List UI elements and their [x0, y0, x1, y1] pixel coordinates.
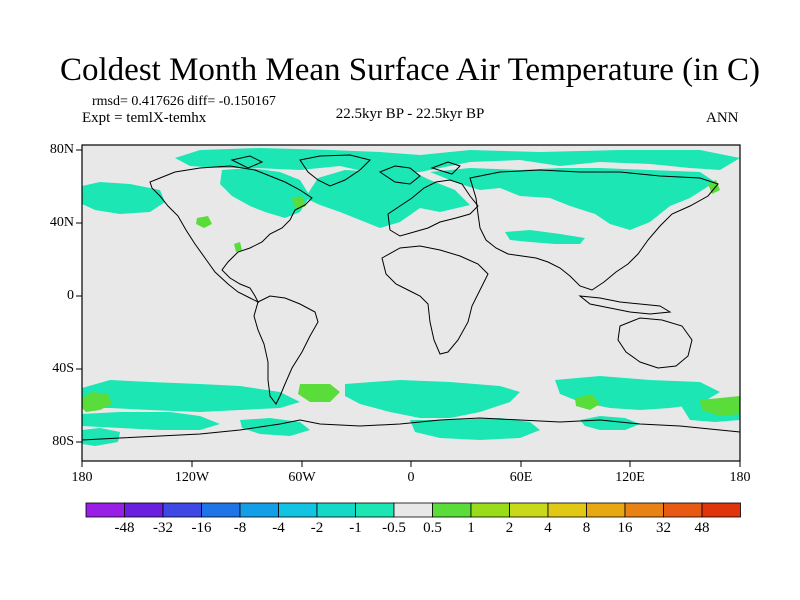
colorbar-swatch [278, 502, 318, 518]
patch-green-atlantic [234, 242, 242, 252]
patch-green-east [700, 396, 740, 416]
lat-label-40s: 40S [52, 361, 74, 376]
colorbar-swatch [239, 502, 279, 518]
colorbar-swatch [85, 502, 125, 518]
patch-west-pacific [82, 182, 165, 214]
colorbar-label: 16 [617, 520, 633, 536]
colorbar-label: -8 [233, 520, 247, 536]
patch-arctic-north [175, 148, 740, 175]
coast-indonesia [578, 295, 672, 315]
colorbar-label: -4 [272, 520, 285, 536]
colorbar-label: -2 [310, 520, 324, 536]
colorbar-label: -48 [114, 520, 135, 536]
lon-label-0: 0 [407, 470, 415, 485]
experiment-text: Expt = temlX-temhx [82, 110, 207, 126]
coast-africa [381, 245, 489, 355]
coast-antarctica [81, 417, 741, 441]
colorbar-swatch [201, 502, 241, 518]
colorbar-swatch [432, 502, 472, 518]
colorbar-swatch [663, 502, 703, 518]
patch-ocean-south-4 [410, 418, 540, 440]
colorbar [85, 502, 741, 518]
colorbar-label: -32 [153, 520, 173, 536]
patch-green-na-1 [196, 216, 212, 228]
colorbar-swatch [624, 502, 664, 518]
lon-label-60w: 60W [288, 470, 316, 485]
coast-australia [617, 317, 693, 369]
patch-north-america [220, 168, 310, 218]
map-title: Coldest Month Mean Surface Air Temperatu… [60, 52, 760, 88]
patch-green-south-america [298, 384, 340, 402]
coast-north-america [149, 165, 313, 304]
colorbar-label: -0.5 [382, 520, 406, 536]
patch-green-pacific [82, 392, 112, 412]
patch-ocean-south-2 [82, 412, 220, 430]
patch-ocean-south-3 [345, 380, 520, 418]
patch-ocean-south-1 [82, 380, 300, 412]
patch-ocean-south-8 [82, 428, 120, 446]
coast-greenland [299, 154, 371, 187]
colorbar-swatch [355, 502, 395, 518]
lon-label-180e: 180 [729, 470, 751, 485]
patch-ocean-south-9 [580, 416, 640, 430]
colorbar-swatch [701, 502, 741, 518]
colorbar-label: 4 [544, 520, 552, 536]
colorbar-swatch [470, 502, 510, 518]
colorbar-swatch [586, 502, 626, 518]
coast-asia [469, 169, 719, 291]
patch-ocean-south-7 [240, 418, 310, 436]
coast-europe [387, 179, 479, 237]
colorbar-swatch [124, 502, 164, 518]
lon-label-120w: 120W [174, 470, 210, 485]
colorbar-label: -1 [349, 520, 362, 536]
patch-east-asia [505, 230, 585, 244]
coast-south-america [253, 295, 319, 405]
colorbar-label: 32 [656, 520, 671, 536]
lon-label-60e: 60E [509, 470, 533, 485]
axis-ticks [76, 149, 741, 467]
coastlines [81, 154, 741, 441]
period-text: 22.5kyr BP - 22.5kyr BP [335, 106, 485, 122]
patch-eurasia [430, 168, 715, 230]
lat-label-0: 0 [67, 288, 74, 303]
colorbar-swatch [316, 502, 356, 518]
lon-label-120e: 120E [615, 470, 645, 485]
colorbar-label: -16 [191, 520, 212, 536]
colorbar-swatch [547, 502, 587, 518]
lat-label-80n: 80N [49, 142, 74, 157]
colorbar-swatch [393, 502, 433, 518]
colorbar-label: 48 [694, 520, 710, 536]
colorbar-label: 2 [505, 520, 514, 536]
stats-text: rmsd= 0.417626 diff= -0.150167 [92, 94, 276, 109]
season-label: ANN [706, 110, 739, 126]
colorbar-label: 0.5 [423, 520, 442, 536]
patch-atlantic-north [305, 168, 470, 228]
coast-arctic-islands [230, 155, 461, 185]
colorbar-swatch [509, 502, 549, 518]
patch-green-south-pacific [575, 394, 600, 410]
colorbar-swatch [162, 502, 202, 518]
lat-label-40n: 40N [49, 215, 74, 230]
colorbar-label: 1 [467, 520, 475, 536]
lat-label-80s: 80S [52, 434, 74, 449]
lon-label-180w: 180 [71, 470, 93, 485]
colorbar-label: 8 [582, 520, 591, 536]
